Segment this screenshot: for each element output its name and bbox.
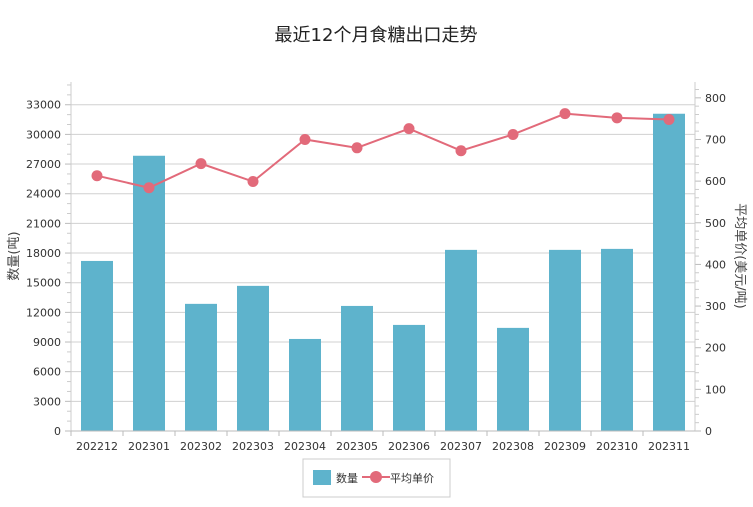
price-point[interactable] xyxy=(611,112,623,124)
bar[interactable] xyxy=(237,285,269,431)
legend-label-price: 平均单价 xyxy=(390,472,434,485)
price-point[interactable] xyxy=(299,133,311,145)
y-tick-label: 9000 xyxy=(33,336,61,349)
y-tick-label: 18000 xyxy=(26,247,61,260)
x-tick-label: 202309 xyxy=(544,440,586,453)
bar[interactable] xyxy=(393,324,425,431)
y2-tick-label: 100 xyxy=(705,383,726,396)
bar[interactable] xyxy=(653,113,685,431)
y-tick-label: 27000 xyxy=(26,158,61,171)
price-point[interactable] xyxy=(663,113,675,125)
y2-tick-label: 500 xyxy=(705,217,726,230)
x-tick-label: 202311 xyxy=(648,440,690,453)
y-axis-label: 数量(吨) xyxy=(7,231,22,280)
chart-title: 最近12个月食糖出口走势 xyxy=(275,25,478,46)
bar[interactable] xyxy=(445,249,477,431)
price-point[interactable] xyxy=(455,145,467,157)
y-tick-label: 21000 xyxy=(26,217,61,230)
axes: 0300060009000120001500018000210002400027… xyxy=(26,82,726,453)
legend[interactable]: 数量 平均单价 xyxy=(302,458,451,498)
y2-tick-label: 200 xyxy=(705,342,726,355)
price-line xyxy=(96,112,670,189)
bar[interactable] xyxy=(185,303,217,431)
x-tick-label: 202307 xyxy=(440,440,482,453)
x-tick-label: 202305 xyxy=(336,440,378,453)
x-tick-label: 202310 xyxy=(596,440,638,453)
bar[interactable] xyxy=(341,305,373,431)
gridlines xyxy=(71,104,695,432)
line-series xyxy=(91,108,675,194)
x-tick-label: 202212 xyxy=(76,440,118,453)
y-tick-label: 15000 xyxy=(26,277,61,290)
x-tick-label: 202302 xyxy=(180,440,222,453)
price-point[interactable] xyxy=(559,108,571,120)
bar[interactable] xyxy=(549,249,581,431)
price-point[interactable] xyxy=(403,123,415,135)
y2-tick-label: 300 xyxy=(705,300,726,313)
bar[interactable] xyxy=(497,327,529,431)
x-tick-label: 202308 xyxy=(492,440,534,453)
y-tick-label: 0 xyxy=(54,425,61,438)
y-tick-label: 3000 xyxy=(33,395,61,408)
y2-tick-label: 800 xyxy=(705,92,726,105)
y2-tick-label: 400 xyxy=(705,258,726,271)
legend-label-quantity: 数量 xyxy=(336,472,358,485)
y2-axis-label: 平均单价(美元/吨) xyxy=(732,203,747,309)
price-point[interactable] xyxy=(507,128,519,140)
y2-tick-label: 0 xyxy=(705,425,712,438)
legend-bar-swatch xyxy=(313,470,331,485)
y2-tick-label: 700 xyxy=(705,133,726,146)
price-point[interactable] xyxy=(351,142,363,154)
price-point[interactable] xyxy=(143,182,155,194)
y-tick-label: 12000 xyxy=(26,306,61,319)
price-point[interactable] xyxy=(195,158,207,170)
bar[interactable] xyxy=(601,248,633,431)
y-tick-label: 33000 xyxy=(26,99,61,112)
x-tick-label: 202306 xyxy=(388,440,430,453)
x-tick-label: 202301 xyxy=(128,440,170,453)
price-point[interactable] xyxy=(247,176,259,188)
legend-marker xyxy=(370,471,382,483)
y-tick-label: 6000 xyxy=(33,366,61,379)
bar[interactable] xyxy=(133,155,165,431)
bars xyxy=(81,113,685,431)
x-tick-label: 202304 xyxy=(284,440,326,453)
y2-tick-label: 600 xyxy=(705,175,726,188)
bar[interactable] xyxy=(289,338,321,431)
y-tick-label: 24000 xyxy=(26,188,61,201)
bar[interactable] xyxy=(81,260,113,431)
price-point[interactable] xyxy=(91,170,103,182)
y-tick-label: 30000 xyxy=(26,128,61,141)
x-tick-label: 202303 xyxy=(232,440,274,453)
